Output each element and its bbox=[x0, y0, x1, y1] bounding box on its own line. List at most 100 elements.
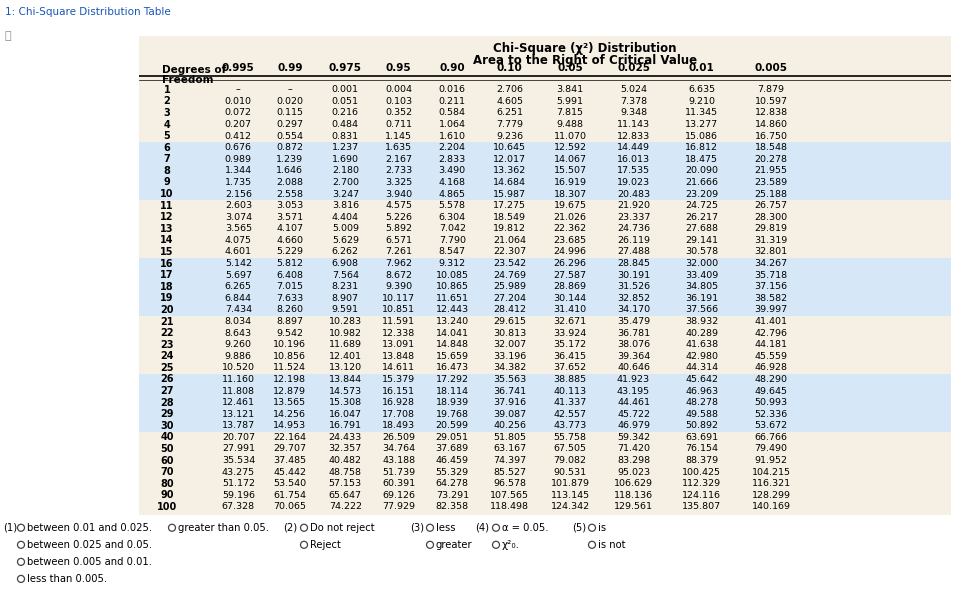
Text: 7.378: 7.378 bbox=[620, 97, 647, 106]
Text: 14.684: 14.684 bbox=[493, 178, 527, 187]
Text: 14.611: 14.611 bbox=[382, 364, 415, 373]
Text: 9: 9 bbox=[163, 178, 170, 187]
Text: 28.869: 28.869 bbox=[554, 282, 586, 291]
Text: less: less bbox=[436, 523, 456, 533]
Text: 100: 100 bbox=[157, 502, 177, 512]
Text: 2.180: 2.180 bbox=[332, 166, 358, 175]
Text: 0.831: 0.831 bbox=[332, 132, 358, 141]
Text: 79.490: 79.490 bbox=[754, 444, 788, 453]
Text: 16.812: 16.812 bbox=[685, 143, 718, 152]
Text: α = 0.05.: α = 0.05. bbox=[502, 523, 549, 533]
Text: 37.156: 37.156 bbox=[754, 282, 788, 291]
Text: 11.345: 11.345 bbox=[685, 108, 719, 117]
Bar bbox=[139, 258, 951, 269]
Text: 41.923: 41.923 bbox=[617, 375, 650, 384]
Text: 10.645: 10.645 bbox=[493, 143, 527, 152]
Text: 1.635: 1.635 bbox=[385, 143, 412, 152]
Text: 46.963: 46.963 bbox=[685, 386, 719, 396]
Bar bbox=[139, 154, 951, 165]
Text: 29.819: 29.819 bbox=[754, 225, 788, 234]
Bar bbox=[139, 374, 951, 385]
Text: 22.164: 22.164 bbox=[273, 433, 307, 442]
Text: Do not reject: Do not reject bbox=[310, 523, 375, 533]
Text: 66.766: 66.766 bbox=[754, 433, 788, 442]
Text: 15.379: 15.379 bbox=[382, 375, 415, 384]
Text: 0.995: 0.995 bbox=[222, 63, 255, 73]
Text: 9.488: 9.488 bbox=[556, 120, 583, 129]
Text: 96.578: 96.578 bbox=[493, 479, 527, 488]
Text: 10: 10 bbox=[160, 189, 174, 199]
Text: 16: 16 bbox=[160, 259, 174, 268]
Text: 42.557: 42.557 bbox=[554, 410, 586, 419]
Text: 1.239: 1.239 bbox=[277, 155, 304, 164]
Text: 40.646: 40.646 bbox=[617, 364, 650, 373]
Text: 32.671: 32.671 bbox=[554, 317, 586, 326]
Text: 13.565: 13.565 bbox=[273, 398, 307, 407]
Text: 118.136: 118.136 bbox=[614, 491, 653, 500]
Circle shape bbox=[17, 576, 24, 583]
Text: 74.397: 74.397 bbox=[493, 456, 527, 465]
Text: 29.615: 29.615 bbox=[493, 317, 527, 326]
Text: 118.498: 118.498 bbox=[490, 503, 530, 512]
Text: 34.805: 34.805 bbox=[685, 282, 719, 291]
Text: 70.065: 70.065 bbox=[273, 503, 307, 512]
Text: 11.524: 11.524 bbox=[273, 364, 307, 373]
Text: 3: 3 bbox=[163, 108, 170, 118]
Text: 18.114: 18.114 bbox=[435, 386, 469, 396]
Text: 43.188: 43.188 bbox=[382, 456, 415, 465]
Text: 11.651: 11.651 bbox=[435, 294, 469, 303]
Text: 36.191: 36.191 bbox=[685, 294, 719, 303]
Text: 16.919: 16.919 bbox=[554, 178, 586, 187]
Text: 13.240: 13.240 bbox=[435, 317, 469, 326]
Text: 7.261: 7.261 bbox=[385, 247, 412, 256]
Text: 6.571: 6.571 bbox=[385, 236, 412, 245]
Circle shape bbox=[168, 524, 176, 532]
Text: 14: 14 bbox=[160, 235, 174, 246]
Text: 45.442: 45.442 bbox=[273, 468, 307, 477]
Text: 9.886: 9.886 bbox=[225, 352, 252, 361]
Circle shape bbox=[301, 524, 308, 532]
Text: 3.571: 3.571 bbox=[277, 213, 304, 222]
Text: 10.865: 10.865 bbox=[435, 282, 469, 291]
Text: 42.980: 42.980 bbox=[685, 352, 718, 361]
Text: 34.764: 34.764 bbox=[382, 444, 415, 453]
Text: 0.001: 0.001 bbox=[332, 85, 358, 95]
Text: 55.758: 55.758 bbox=[554, 433, 586, 442]
Text: 74.222: 74.222 bbox=[329, 503, 362, 512]
Circle shape bbox=[492, 524, 500, 532]
Text: 13.277: 13.277 bbox=[685, 120, 719, 129]
Text: 45.722: 45.722 bbox=[617, 410, 650, 419]
Text: 30.578: 30.578 bbox=[685, 247, 719, 256]
Text: 51.805: 51.805 bbox=[493, 433, 527, 442]
Text: 5.629: 5.629 bbox=[332, 236, 358, 245]
Bar bbox=[139, 281, 951, 293]
Text: 9.390: 9.390 bbox=[385, 282, 412, 291]
Text: ⎙: ⎙ bbox=[5, 31, 12, 42]
Text: (4): (4) bbox=[475, 523, 489, 533]
Text: 91.952: 91.952 bbox=[754, 456, 788, 465]
Text: 128.299: 128.299 bbox=[752, 491, 791, 500]
Text: 2.833: 2.833 bbox=[438, 155, 466, 164]
Text: 21.064: 21.064 bbox=[493, 236, 527, 245]
Text: 4.605: 4.605 bbox=[496, 97, 523, 106]
Text: 15.987: 15.987 bbox=[493, 190, 527, 199]
Text: 107.565: 107.565 bbox=[490, 491, 530, 500]
Text: 16.151: 16.151 bbox=[382, 386, 415, 396]
Text: 29.141: 29.141 bbox=[685, 236, 718, 245]
Text: 34.382: 34.382 bbox=[493, 364, 527, 373]
Bar bbox=[139, 188, 951, 200]
Text: 39.087: 39.087 bbox=[493, 410, 527, 419]
Text: 45.642: 45.642 bbox=[685, 375, 718, 384]
Text: 21.920: 21.920 bbox=[617, 201, 650, 210]
Text: 9.542: 9.542 bbox=[277, 329, 304, 338]
Text: 15: 15 bbox=[160, 247, 174, 257]
Text: 4.575: 4.575 bbox=[385, 201, 412, 210]
Text: 0.584: 0.584 bbox=[439, 108, 466, 117]
Text: 0.872: 0.872 bbox=[277, 143, 304, 152]
Text: 7: 7 bbox=[163, 154, 170, 164]
Text: 9.591: 9.591 bbox=[332, 305, 358, 314]
Text: 14.860: 14.860 bbox=[754, 120, 788, 129]
Text: 27.991: 27.991 bbox=[222, 444, 255, 453]
Text: 12.017: 12.017 bbox=[493, 155, 527, 164]
Text: 1.237: 1.237 bbox=[332, 143, 358, 152]
